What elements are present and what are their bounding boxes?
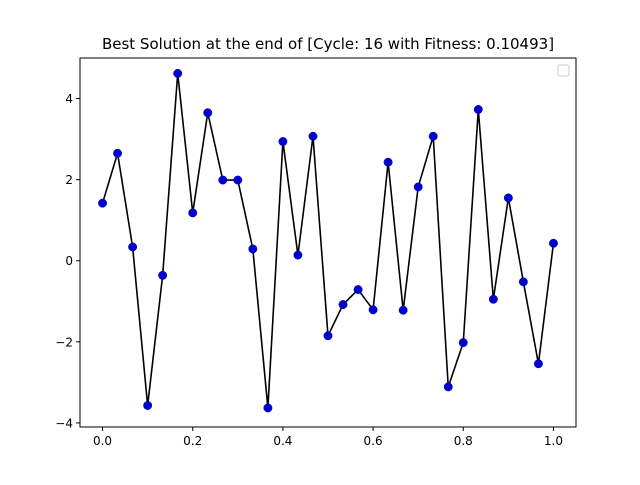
data-point [233,175,243,185]
data-point [158,270,168,280]
y-tick-label: 2 [65,173,73,187]
data-point [278,137,288,146]
legend-box[interactable] [557,64,570,77]
data-point [413,182,423,192]
x-tick-label: 0.0 [93,434,112,448]
data-point [113,148,123,158]
x-tick-label: 0.4 [273,434,292,448]
x-tick-label: 0.6 [364,434,383,448]
data-point [353,285,363,294]
data-point [188,208,198,218]
data-point [293,250,303,260]
data-point [338,300,348,309]
data-point [248,244,258,254]
data-point [428,131,438,141]
y-axis: −4 −2 0 2 4 [55,92,80,430]
y-tick-label: −2 [55,335,73,349]
data-point [383,157,393,167]
data-point [368,305,378,315]
data-point [518,277,528,287]
data-point [549,238,558,248]
data-point [443,382,453,392]
x-tick-label: 0.2 [183,434,202,448]
y-tick-label: −4 [55,416,73,430]
data-point [458,338,468,348]
chart-title: Best Solution at the end of [Cycle: 16 w… [102,35,554,53]
data-point [488,294,498,304]
data-point [473,105,483,114]
data-point [128,242,138,252]
data-point [398,305,408,315]
plot-area [80,58,576,427]
plot-frame [79,57,577,428]
y-tick-label: 0 [65,254,73,268]
data-point [143,401,153,410]
x-axis: 0.0 0.2 0.4 0.6 0.8 1.0 [93,427,563,448]
data-point [503,193,513,203]
series-layer [98,68,558,413]
x-tick-label: 0.8 [454,434,473,448]
x-tick-label: 1.0 [544,434,563,448]
data-point [308,131,318,141]
y-tick-label: 4 [65,92,73,106]
data-point [98,198,107,208]
data-point [533,359,543,369]
data-point [263,403,273,413]
data-point [323,331,333,341]
data-point [173,68,183,78]
plot-background [80,58,576,427]
data-point [203,108,213,118]
data-point [218,175,228,185]
